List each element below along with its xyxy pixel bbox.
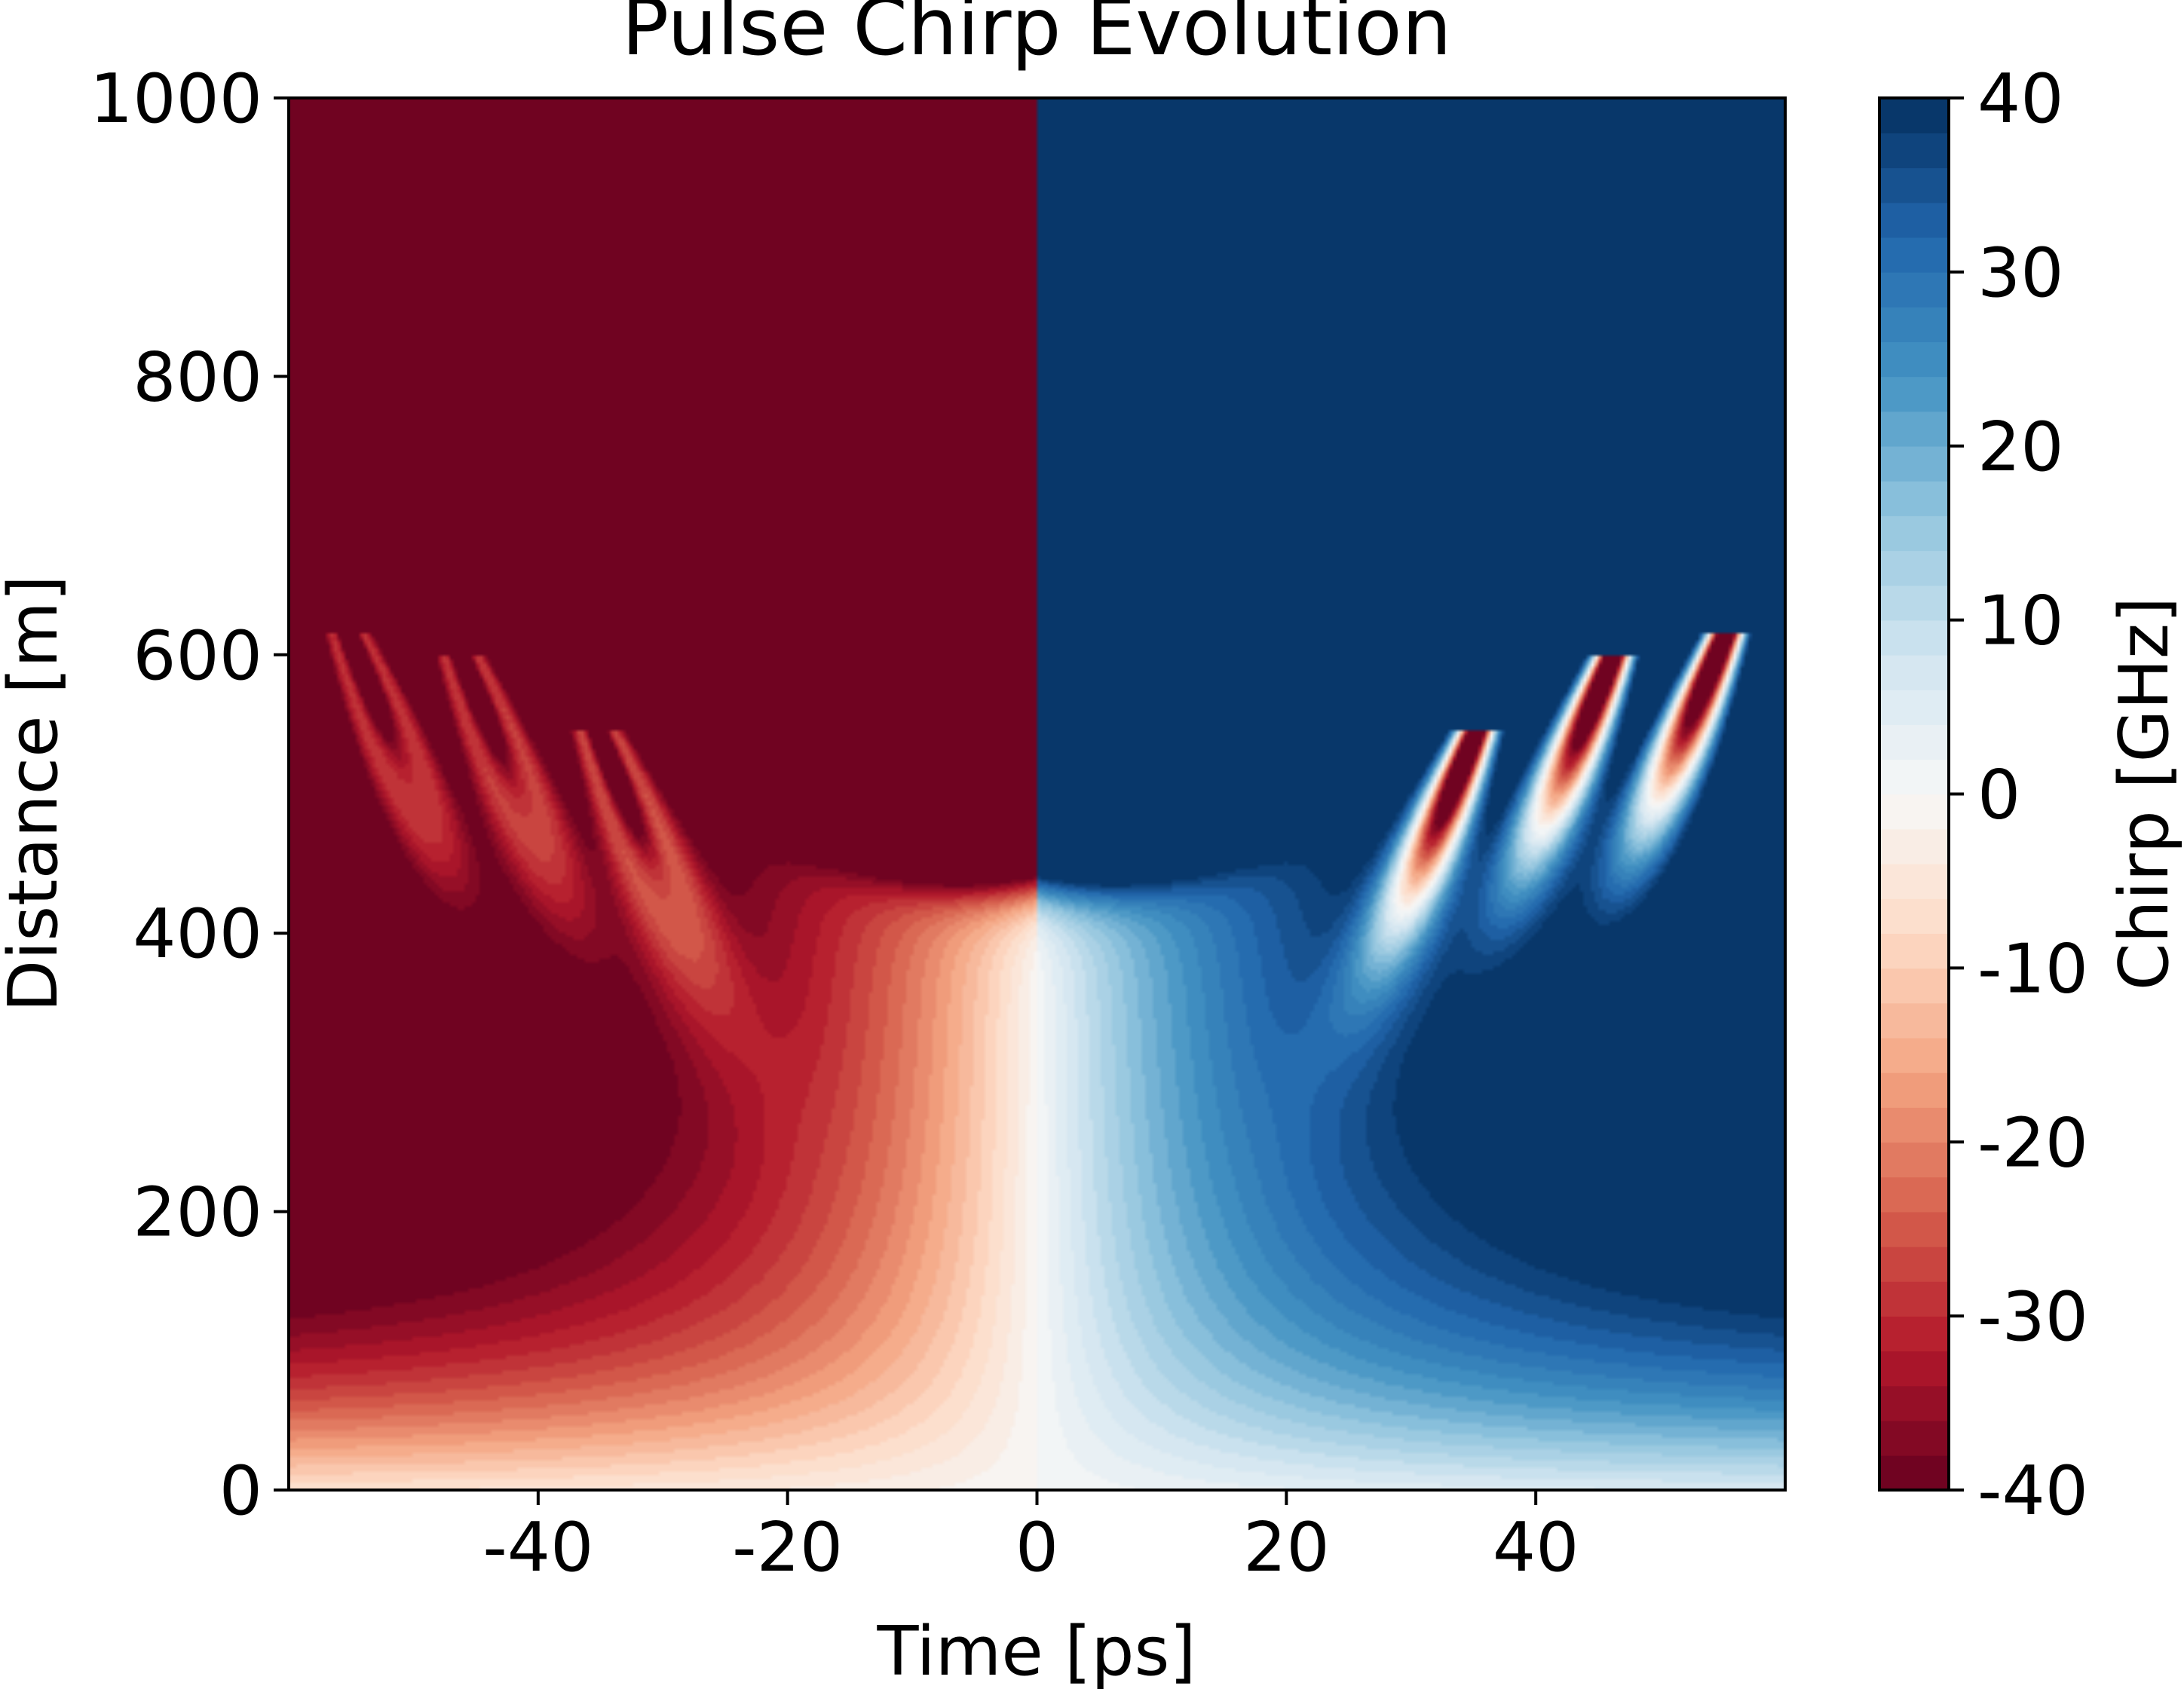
colorbar-band bbox=[1879, 968, 1949, 1004]
x-tick-label: 0 bbox=[1015, 1508, 1058, 1587]
colorbar-tick-label: 0 bbox=[1977, 756, 2020, 835]
y-tick-label: 400 bbox=[133, 895, 262, 974]
colorbar-band bbox=[1879, 1351, 1949, 1387]
colorbar-band bbox=[1879, 863, 1949, 899]
colorbar-tick-label: 20 bbox=[1977, 408, 2064, 487]
x-tick-label: -40 bbox=[482, 1508, 593, 1587]
colorbar: -40 -30 -20 -10 0 10 20 30 40 Chirp [GHz] bbox=[1878, 60, 2184, 1531]
colorbar-tick-label: -20 bbox=[1977, 1103, 2088, 1183]
colorbar-tick-label: -30 bbox=[1977, 1277, 2088, 1357]
colorbar-band bbox=[1879, 933, 1949, 969]
y-tick-label: 800 bbox=[133, 338, 262, 417]
y-axis-label: Distance [m] bbox=[0, 575, 73, 1012]
colorbar-band bbox=[1879, 480, 1949, 516]
y-tick-label: 0 bbox=[219, 1452, 262, 1531]
colorbar-band bbox=[1879, 1211, 1949, 1247]
chirp-heatmap bbox=[289, 98, 1785, 1490]
colorbar-band bbox=[1879, 1176, 1949, 1213]
y-tick-label: 1000 bbox=[90, 60, 262, 139]
colorbar-band bbox=[1879, 794, 1949, 830]
colorbar-band bbox=[1879, 202, 1949, 238]
x-tick-label: 40 bbox=[1493, 1508, 1579, 1587]
colorbar-band bbox=[1879, 1107, 1949, 1143]
colorbar-band bbox=[1879, 1246, 1949, 1282]
colorbar-band bbox=[1879, 516, 1949, 552]
colorbar-bands bbox=[1879, 98, 1949, 1491]
colorbar-band bbox=[1879, 271, 1949, 307]
colorbar-band bbox=[1879, 1280, 1949, 1317]
colorbar-band bbox=[1879, 167, 1949, 203]
x-axis: -40 -20 0 20 40 bbox=[482, 1490, 1579, 1587]
colorbar-band bbox=[1879, 550, 1949, 586]
colorbar-band bbox=[1879, 1072, 1949, 1108]
chart-title: Pulse Chirp Evolution bbox=[621, 0, 1451, 73]
y-tick-label: 600 bbox=[133, 617, 262, 696]
colorbar-label: Chirp [GHz] bbox=[2105, 597, 2184, 991]
colorbar-band bbox=[1879, 411, 1949, 447]
colorbar-band bbox=[1879, 1455, 1949, 1491]
colorbar-band bbox=[1879, 1142, 1949, 1178]
colorbar-band bbox=[1879, 341, 1949, 378]
y-axis: 0 200 400 600 800 1000 bbox=[90, 60, 289, 1531]
plot-area bbox=[287, 96, 1787, 1492]
colorbar-band bbox=[1879, 376, 1949, 412]
colorbar-band bbox=[1879, 1316, 1949, 1352]
colorbar-band bbox=[1879, 1002, 1949, 1039]
colorbar-tick-label: 30 bbox=[1977, 234, 2064, 313]
colorbar-band bbox=[1879, 307, 1949, 343]
y-tick-label: 200 bbox=[133, 1173, 262, 1253]
colorbar-band bbox=[1879, 1420, 1949, 1456]
colorbar-band bbox=[1879, 654, 1949, 690]
x-axis-label: Time [ps] bbox=[876, 1612, 1196, 1691]
colorbar-band bbox=[1879, 237, 1949, 273]
x-tick-label: 20 bbox=[1243, 1508, 1330, 1587]
colorbar-band bbox=[1879, 898, 1949, 934]
colorbar-band bbox=[1879, 133, 1949, 169]
colorbar-tick-label: -10 bbox=[1977, 929, 2088, 1008]
colorbar-band bbox=[1879, 445, 1949, 482]
colorbar-band bbox=[1879, 689, 1949, 725]
colorbar-band bbox=[1879, 759, 1949, 795]
colorbar-band bbox=[1879, 724, 1949, 760]
colorbar-band bbox=[1879, 1037, 1949, 1073]
colorbar-band bbox=[1879, 828, 1949, 864]
colorbar-tick-label: 10 bbox=[1977, 582, 2064, 661]
colorbar-band bbox=[1879, 98, 1949, 133]
colorbar-band bbox=[1879, 585, 1949, 621]
colorbar-tick-label: 40 bbox=[1977, 60, 2064, 139]
colorbar-tick-label: -40 bbox=[1977, 1452, 2088, 1531]
colorbar-band bbox=[1879, 620, 1949, 656]
x-tick-label: -20 bbox=[732, 1508, 843, 1587]
colorbar-ticks: -40 -30 -20 -10 0 10 20 30 40 bbox=[1949, 60, 2088, 1531]
colorbar-band bbox=[1879, 1385, 1949, 1421]
